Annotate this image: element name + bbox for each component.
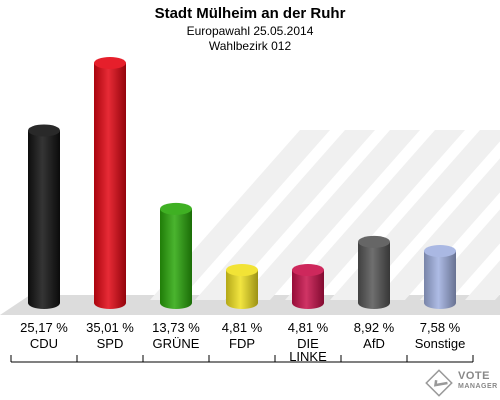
category-label: DIE bbox=[297, 336, 319, 351]
bar-die-linke bbox=[292, 264, 324, 309]
background-stripe bbox=[375, 158, 500, 300]
bar-sonstige bbox=[424, 245, 456, 309]
chart-district: Wahlbezirk 012 bbox=[208, 39, 292, 53]
bar-top bbox=[226, 264, 258, 277]
value-label: 25,17 % bbox=[20, 320, 68, 335]
category-label: LINKE bbox=[289, 349, 327, 364]
value-label: 7,58 % bbox=[420, 320, 461, 335]
value-label: 4,81 % bbox=[288, 320, 329, 335]
bar-spd bbox=[94, 57, 126, 309]
bar-fdp bbox=[226, 264, 258, 309]
bar-top bbox=[292, 264, 324, 277]
category-label: SPD bbox=[97, 336, 124, 351]
bar bbox=[424, 251, 456, 309]
chart-title: Stadt Mülheim an der Ruhr bbox=[154, 5, 346, 22]
bar-top bbox=[28, 124, 60, 137]
category-label: FDP bbox=[229, 336, 255, 351]
background-stripe bbox=[285, 130, 465, 300]
bar bbox=[226, 270, 258, 309]
category-label: Sonstige bbox=[415, 336, 466, 351]
bar-top bbox=[94, 57, 126, 69]
background-stripe bbox=[150, 130, 330, 300]
value-label: 35,01 % bbox=[86, 320, 134, 335]
bar-top bbox=[160, 202, 192, 215]
logo-line1: VOTE bbox=[458, 370, 490, 382]
bar-afd bbox=[358, 235, 390, 309]
bar bbox=[94, 63, 126, 309]
bar bbox=[292, 270, 324, 309]
value-labels-group: 25,17 % 35,01 % 13,73 % 4,81 % 4,81 % 8,92 % 7… bbox=[20, 320, 461, 335]
bar-top bbox=[424, 245, 456, 258]
value-label: 4,81 % bbox=[222, 320, 263, 335]
vote-manager-logo-icon bbox=[425, 369, 453, 397]
bar-grüne bbox=[160, 202, 192, 309]
category-axis bbox=[10, 355, 474, 363]
category-label: CDU bbox=[30, 336, 58, 351]
background-stripe bbox=[195, 130, 375, 300]
bar bbox=[160, 208, 192, 309]
bars-group bbox=[28, 57, 456, 309]
logo-line2: MANAGER bbox=[458, 383, 498, 390]
category-label: GRÜNE bbox=[153, 336, 200, 351]
bar bbox=[358, 241, 390, 309]
bar-top bbox=[358, 235, 390, 248]
bar bbox=[28, 130, 60, 309]
background-stripe bbox=[465, 260, 500, 300]
category-label: AfD bbox=[363, 336, 385, 351]
value-label: 13,73 % bbox=[152, 320, 200, 335]
background-stripe bbox=[240, 130, 420, 300]
value-label: 8,92 % bbox=[354, 320, 395, 335]
chart-subtitle: Europawahl 25.05.2014 bbox=[186, 24, 314, 38]
bar-cdu bbox=[28, 124, 60, 309]
